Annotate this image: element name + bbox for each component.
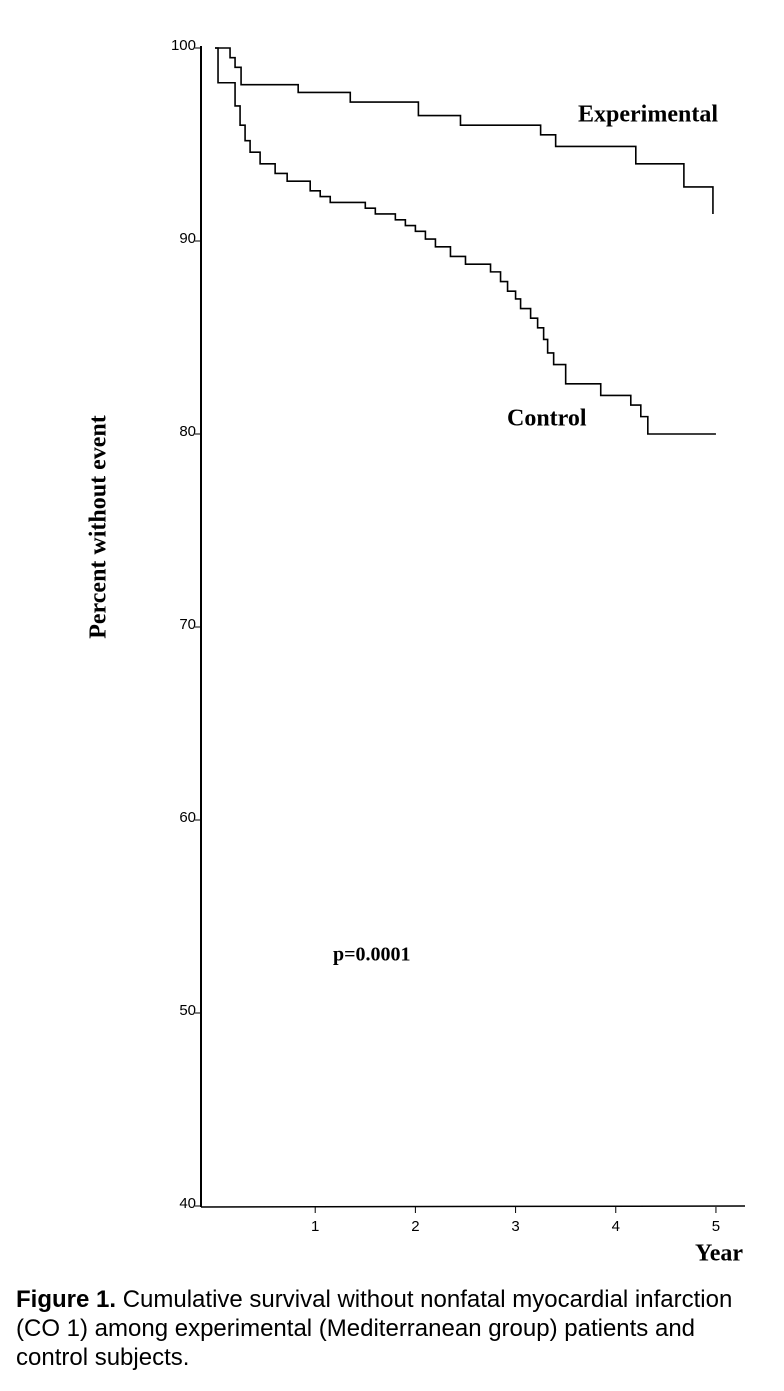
y-tick-label: 50 xyxy=(179,1002,196,1019)
series-label: Control xyxy=(507,406,587,432)
chart: Percent without event Year p=0.0001 Expe… xyxy=(86,37,746,1267)
caption: Figure 1. Cumulative survival without no… xyxy=(16,1285,761,1372)
y-axis-label: Percent without event xyxy=(86,415,112,639)
y-tick-label: 70 xyxy=(179,616,196,633)
x-tick-label: 5 xyxy=(712,1218,720,1235)
y-tick-label: 100 xyxy=(171,37,196,54)
series-label: Experimental xyxy=(578,102,718,128)
annotation: p=0.0001 xyxy=(333,944,411,966)
survival-line xyxy=(215,47,714,214)
x-axis xyxy=(200,1205,746,1208)
caption-text: Cumulative survival without nonfatal myo… xyxy=(16,1286,733,1371)
survival-line xyxy=(215,47,716,435)
y-tick-label: 90 xyxy=(179,230,196,247)
y-tick-label: 40 xyxy=(179,1195,196,1212)
x-tick-label: 2 xyxy=(411,1218,419,1235)
x-axis-label: Year xyxy=(695,1241,743,1267)
y-tick-label: 80 xyxy=(179,423,196,440)
x-tick-label: 4 xyxy=(612,1218,620,1235)
caption-label: Figure 1. xyxy=(16,1286,117,1313)
x-tick-label: 1 xyxy=(311,1218,319,1235)
y-tick-label: 60 xyxy=(179,809,196,826)
x-tick-label: 3 xyxy=(511,1218,519,1235)
